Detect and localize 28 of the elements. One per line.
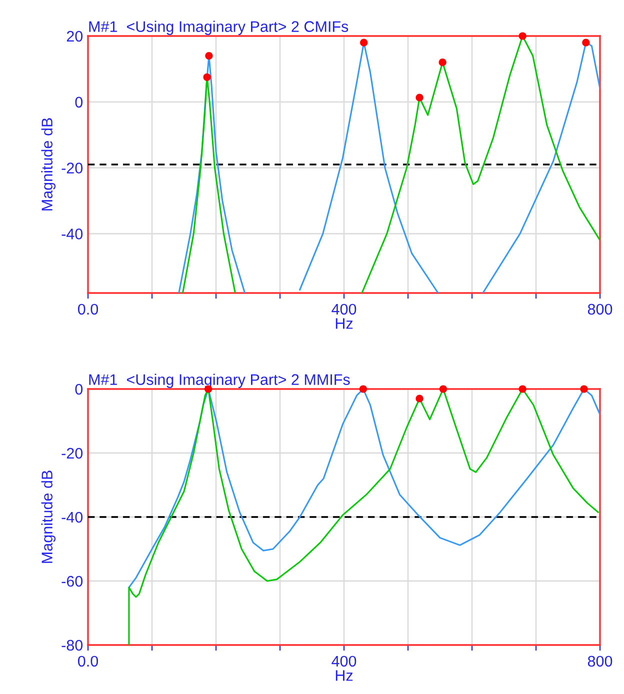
y-tick-label: -80 (62, 640, 83, 651)
y-axis-title: Magnitude dB (41, 118, 56, 210)
x-tick-label: 0.0 (78, 304, 98, 315)
x-tick-label: 800 (588, 656, 612, 667)
y-tick-label: -40 (62, 228, 83, 240)
chart-title: M#1 <Using Imaginary Part> 2 MMIFs (89, 374, 350, 388)
point (518, 32, 526, 40)
x-axis-title: Hz (336, 318, 353, 329)
point (360, 38, 368, 46)
y-tick-label: -20 (62, 162, 83, 174)
point (438, 58, 446, 66)
y-tick-label: -40 (62, 512, 83, 523)
x-tick-label: 0.0 (78, 656, 98, 667)
y-tick-label: 0 (75, 384, 83, 395)
x-axis-title: Hz (336, 670, 353, 681)
point (203, 73, 211, 81)
y-tick-label: -20 (62, 448, 83, 459)
y-tick-label: 20 (66, 30, 83, 42)
x-tick-label: 400 (332, 656, 356, 667)
chart-title: M#1 <Using Imaginary Part> 2 CMIFs (89, 20, 348, 36)
y-tick-label: -60 (62, 576, 83, 587)
x-tick-label: 400 (332, 304, 356, 315)
point (582, 38, 590, 46)
point (205, 52, 213, 60)
y-tick-label: 0 (75, 96, 83, 108)
x-tick-label: 800 (588, 304, 612, 315)
y-axis-title: Magnitude dB (41, 470, 56, 563)
point (416, 94, 424, 102)
